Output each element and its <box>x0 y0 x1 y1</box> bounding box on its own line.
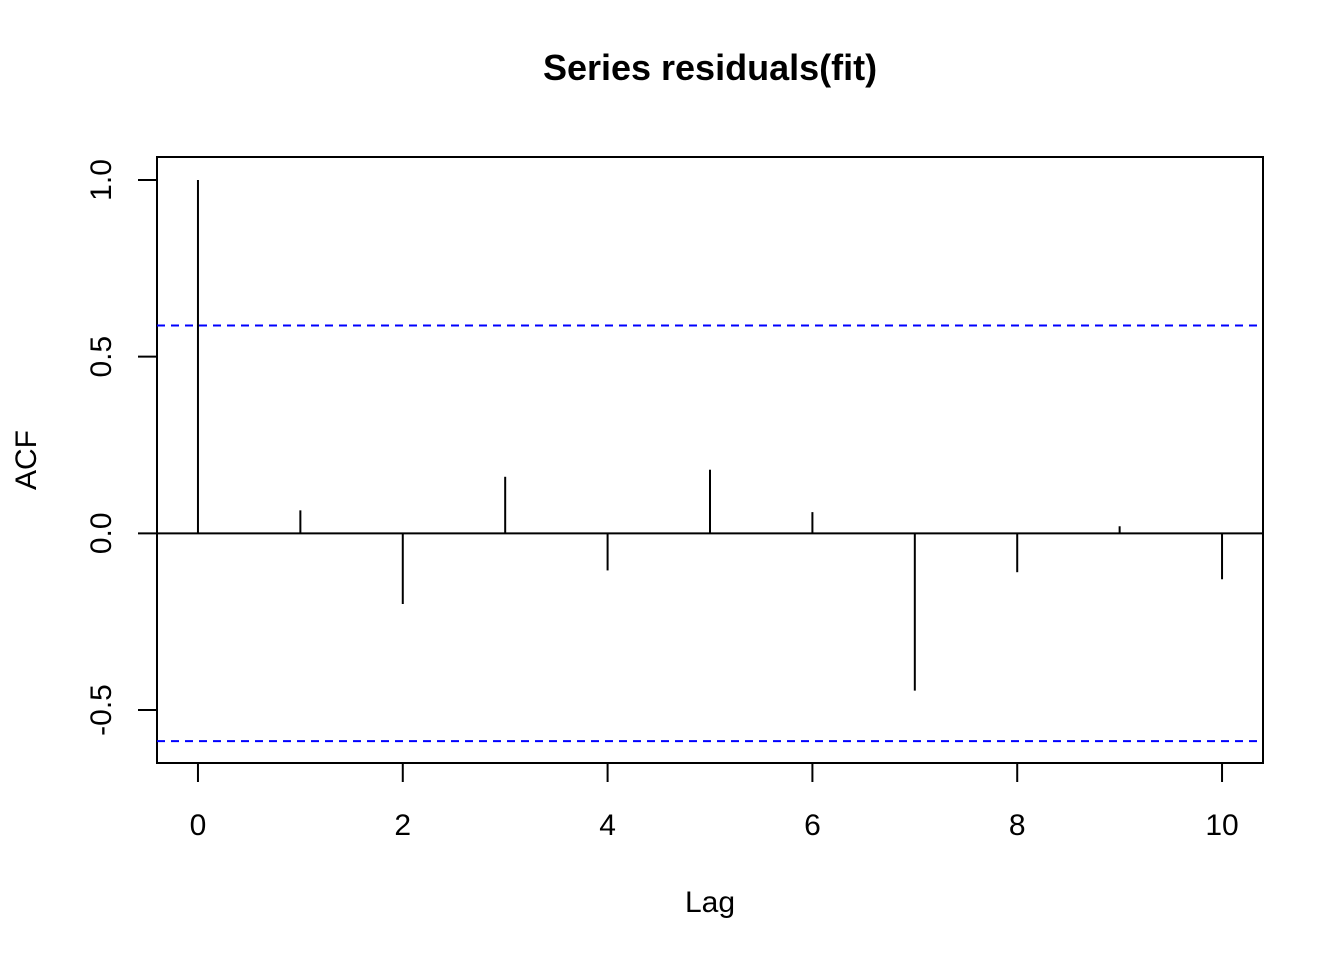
y-axis-label: ACF <box>10 430 43 490</box>
x-axis-label: Lag <box>685 886 735 919</box>
y-tick-label: 1.0 <box>85 159 118 201</box>
x-axis: 0 2 4 6 8 10 <box>190 762 1239 842</box>
acf-spikes <box>157 179 1263 691</box>
y-tick-label: 0.0 <box>85 512 118 554</box>
x-tick-label: 2 <box>394 809 411 842</box>
chart-title: Series residuals(fit) <box>543 47 877 88</box>
x-tick-label: 8 <box>1009 809 1026 842</box>
plot-frame <box>156 156 1264 764</box>
y-tick-label: 0.5 <box>85 336 118 378</box>
x-tick-label: 0 <box>190 809 207 842</box>
x-tick-label: 10 <box>1205 809 1238 842</box>
x-tick-label: 4 <box>599 809 616 842</box>
y-tick-label: -0.5 <box>85 684 118 736</box>
x-tick-label: 6 <box>804 809 821 842</box>
y-axis: -0.5 0.0 0.5 1.0 <box>85 159 158 736</box>
confidence-bounds <box>157 324 1263 743</box>
